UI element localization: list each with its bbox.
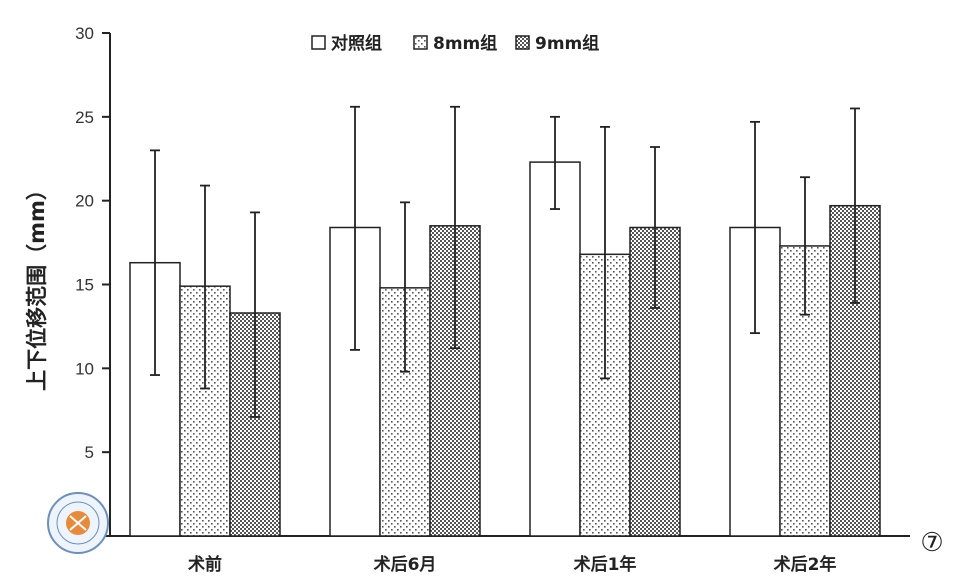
- legend-label-9mm: 9mm组: [535, 33, 599, 54]
- y-tick-label: 15: [75, 276, 94, 295]
- y-tick-label: 5: [85, 443, 94, 462]
- bar-control-0: [129, 261, 181, 537]
- y-tick-group: 051015202530: [75, 24, 110, 546]
- seal-inner-ring: [56, 501, 100, 545]
- figure-number: ⑦: [920, 528, 943, 558]
- bar-control-2: [529, 161, 581, 537]
- x-category-label: 术前: [188, 554, 222, 575]
- y-tick-label: 25: [75, 108, 94, 127]
- legend: 对照组 8mm组 9mm组: [311, 33, 599, 54]
- figure-number-badge: ⑦: [920, 528, 943, 558]
- x-category-label: 术后1年: [574, 554, 637, 575]
- error-bar-group: [150, 105, 860, 418]
- x-category-label: 术后6月: [374, 554, 437, 575]
- y-tick-label: 20: [75, 192, 94, 211]
- watermark-seal: [47, 492, 109, 554]
- legend-swatch-control: [311, 35, 326, 50]
- legend-swatch-9mm: [515, 35, 530, 50]
- y-tick-label: 30: [75, 24, 94, 43]
- legend-label-8mm: 8mm组: [433, 33, 497, 54]
- x-category-label: 术后2年: [774, 554, 837, 575]
- y-tick-label: 10: [75, 359, 94, 378]
- seal-emblem: [69, 515, 87, 531]
- x-category-group: 术前 术后6月 术后1年 术后2年: [188, 554, 836, 575]
- legend-swatch-8mm: [413, 35, 428, 50]
- y-axis-label: 上下位移范围（mm）: [25, 179, 49, 391]
- legend-label-control: 对照组: [331, 33, 382, 54]
- bar-group: [129, 161, 881, 537]
